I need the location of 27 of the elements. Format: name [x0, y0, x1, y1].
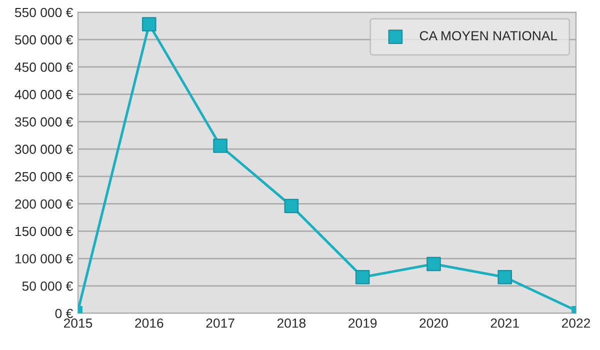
y-tick-label: 100 000 € — [15, 254, 73, 264]
point — [355, 270, 370, 284]
y-tick-label: 50 000 € — [22, 281, 73, 291]
y-tick-label: 250 000 € — [15, 172, 73, 182]
point — [426, 256, 441, 272]
x-tick-label: 2021 — [490, 318, 519, 328]
point — [213, 138, 228, 153]
y-tick-label: 450 000 € — [14, 62, 73, 72]
y-tick-label: 0 € — [55, 308, 73, 318]
y-tick-label: 200 000 € — [15, 199, 73, 209]
y-tick-label: 500 000 € — [14, 35, 73, 45]
x-tick-label: 2016 — [135, 318, 164, 328]
x-tick-label: 2022 — [562, 318, 590, 328]
x-tick-label: 2019 — [348, 318, 377, 328]
x-tick-label: 2020 — [420, 318, 448, 328]
point — [142, 17, 156, 32]
y-tick-label: 350 000 € — [14, 117, 73, 127]
y-tick-label: 550 000 € — [14, 8, 73, 18]
x-tick-label: 2018 — [277, 318, 306, 328]
x-tick-label: 2015 — [64, 318, 92, 328]
point — [284, 198, 299, 214]
point — [498, 270, 512, 284]
y-tick-label: 300 000 € — [14, 144, 73, 154]
x-tick-label: 2017 — [206, 318, 234, 328]
legend-label: CA MOYEN NATIONAL — [420, 31, 558, 40]
y-tick-label: 400 000 € — [14, 90, 73, 100]
y-tick-label: 150 000 € — [15, 226, 73, 236]
